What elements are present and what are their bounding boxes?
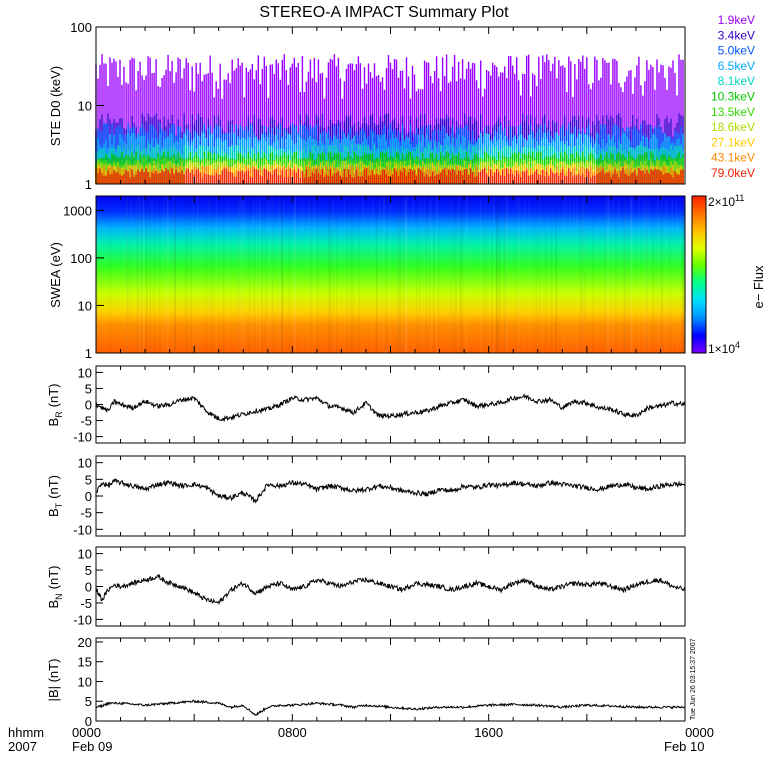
- swea-y-label: SWEA (eV): [48, 242, 63, 308]
- br-panel-frame: [95, 365, 686, 444]
- x-tick-label: 0000: [685, 725, 714, 740]
- bt-panel: -10-5 0 510 BT(nT): [46, 455, 686, 537]
- bn-y-label: BN(nT): [46, 565, 64, 608]
- legend-entry: 6.5keV: [718, 59, 755, 73]
- br-y-tick-label: 5: [85, 381, 92, 396]
- start-date-label: Feb 09: [72, 739, 112, 754]
- br-y-tick-label: 0: [85, 398, 92, 413]
- ste-y-label: STE D0 (keV): [48, 66, 63, 146]
- bmag-panel: 0 5 10 15 20 |B| (nT) Tue Jun 26 03:15:37 20…: [46, 635, 697, 729]
- ste-y-ticks: 1 10 100: [70, 20, 104, 192]
- bmag-y-tick-label: 10: [78, 674, 92, 689]
- legend-entry: 1.9keV: [718, 13, 755, 27]
- bmag-trace: [95, 699, 686, 716]
- colorbar-label: e− Flux: [751, 265, 766, 308]
- colorbar-max-label: 2×1011: [708, 193, 744, 209]
- legend-entry: 27.1keV: [711, 135, 755, 149]
- bt-y-tick-label: 5: [85, 472, 92, 487]
- swea-y-tick-label: 10: [78, 298, 92, 313]
- bt-y-label: BT(nT): [46, 475, 64, 517]
- legend-entry: 3.4keV: [718, 28, 755, 42]
- time-format-label: hhmm: [8, 725, 44, 740]
- bt-trace: [95, 478, 686, 504]
- bn-y-tick-label: 10: [78, 547, 92, 562]
- bn-y-tick-label: 0: [85, 580, 92, 595]
- swea-y-ticks: 1 10 100 1000: [63, 203, 104, 361]
- bmag-y-tick-label: 15: [78, 655, 92, 670]
- br-y-tick-label: 10: [78, 365, 92, 380]
- bt-y-ticks: -10-5 0 510: [73, 456, 103, 537]
- ste-y-tick-label: 1: [85, 177, 92, 192]
- bn-trace: [95, 573, 686, 606]
- bn-panel: -10-50 510 BN(nT): [46, 546, 686, 627]
- end-date-label: Feb 10: [664, 739, 704, 754]
- bmag-y-tick-label: 20: [78, 635, 92, 650]
- ste-channel-bars: [95, 54, 684, 184]
- bmag-y-label: |B| (nT): [46, 659, 61, 702]
- legend-entry: 43.1keV: [711, 151, 755, 165]
- legend-entry: 79.0keV: [711, 166, 755, 180]
- br-y-ticks: -10-50 510: [73, 365, 103, 445]
- bmag-panel-frame: [95, 637, 686, 722]
- bmag-y-tick-label: 0: [85, 714, 92, 729]
- x-tick-label: 0800: [278, 725, 307, 740]
- swea-y-tick-label: 100: [70, 251, 92, 266]
- bt-y-tick-label: 0: [85, 489, 92, 504]
- year-label: 2007: [8, 739, 37, 754]
- bt-y-tick-label: -10: [73, 522, 92, 537]
- x-tick-label: 0000: [72, 725, 101, 740]
- br-y-label: BR(nT): [46, 383, 64, 426]
- bt-y-tick-label: -5: [80, 506, 92, 521]
- bn-y-tick-label: -5: [80, 596, 92, 611]
- swea-spectrogram: [96, 196, 685, 353]
- swea-colorbar: [691, 195, 707, 354]
- br-y-tick-label: -5: [80, 414, 92, 429]
- swea-time-streaks: [96, 197, 685, 352]
- x-tick-label: 1600: [474, 725, 503, 740]
- legend-entry: 5.0keV: [718, 44, 755, 58]
- bn-y-tick-label: -10: [73, 612, 92, 627]
- bn-y-tick-label: 5: [85, 563, 92, 578]
- br-trace: [95, 392, 686, 423]
- legend-entry: 13.5keV: [711, 105, 755, 119]
- colorbar-min-label: 1×104: [708, 340, 740, 356]
- bt-panel-frame: [95, 455, 686, 537]
- swea-panel: 1 10 100 1000 SWEA (eV) 2×1011 1×104 e− Flu…: [48, 193, 766, 361]
- swea-y-tick-label: 1000: [63, 203, 92, 218]
- legend-entry: 18.6keV: [711, 120, 755, 134]
- time-axis-ticks: 0000 0800 1600 0000: [72, 27, 714, 740]
- br-panel: -10-50 510 BR(nT): [46, 365, 686, 445]
- bt-y-tick-label: 10: [78, 456, 92, 471]
- plot-title: STEREO-A IMPACT Summary Plot: [259, 4, 509, 21]
- bmag-y-tick-label: 5: [85, 694, 92, 709]
- legend-entry: 10.3keV: [711, 90, 755, 104]
- generation-timestamp: Tue Jun 26 03:15:37 2007: [690, 638, 697, 720]
- swea-y-tick-label: 1: [85, 346, 92, 361]
- br-y-tick-label: -10: [73, 430, 92, 445]
- legend-entry: 8.1keV: [718, 74, 755, 88]
- bmag-y-ticks: 0 5 10 15 20: [78, 635, 103, 729]
- ste-y-tick-label: 100: [70, 20, 92, 35]
- ste-y-tick-label: 10: [78, 99, 92, 114]
- bn-y-ticks: -10-50 510: [73, 547, 103, 627]
